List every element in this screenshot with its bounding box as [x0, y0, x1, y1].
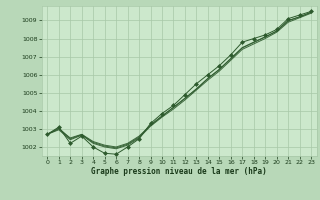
X-axis label: Graphe pression niveau de la mer (hPa): Graphe pression niveau de la mer (hPa)	[91, 167, 267, 176]
